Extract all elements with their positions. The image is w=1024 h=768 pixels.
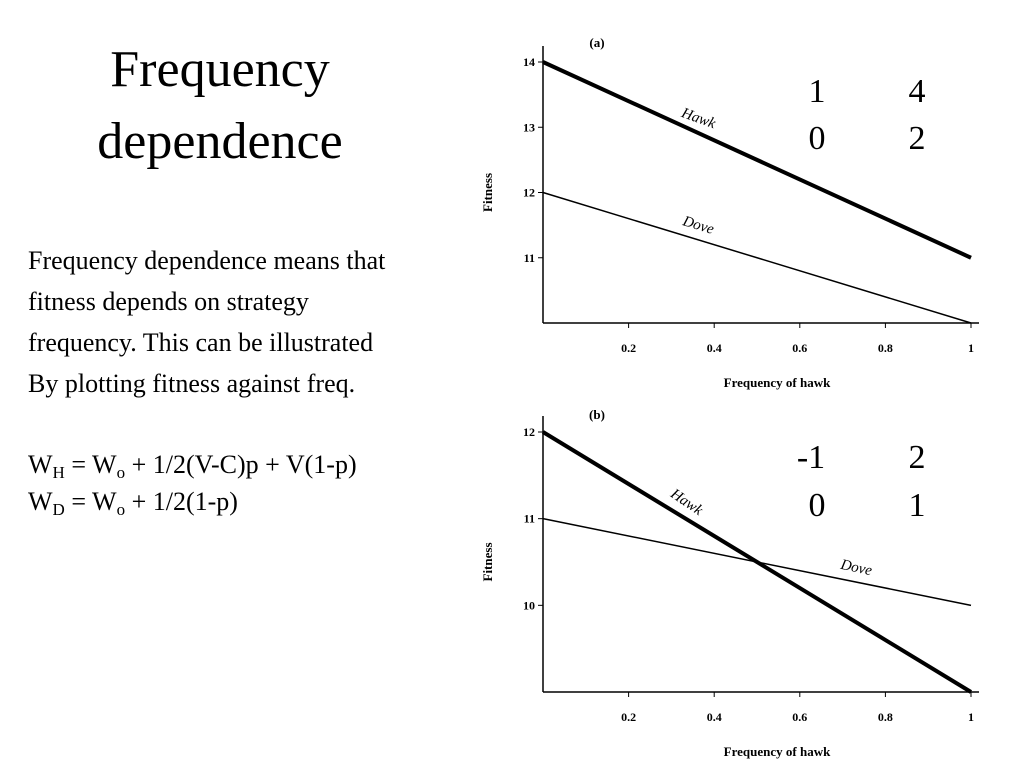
chart-a-series-label-dove: Dove <box>680 213 716 238</box>
chart-b-y-tick-label: 12 <box>523 425 535 439</box>
chart-a-x-tick-label: 0.4 <box>707 341 722 355</box>
matrix-a-r2c2: 2 <box>908 120 926 157</box>
chart-b-y-axis-title: Fitness <box>480 543 495 582</box>
chart-b-y-tick-label: 10 <box>523 598 535 612</box>
chart-a-series-hawk <box>542 60 972 260</box>
chart-a-series-dove <box>542 191 972 324</box>
paragraph-line-4: By plotting fitness against freq. <box>28 369 356 398</box>
chart-a-y-tick-label: 12 <box>523 186 535 200</box>
chart-b-x-tick-label: 0.2 <box>621 710 636 724</box>
chart-a-y-tick-label: 13 <box>523 120 535 134</box>
chart-b-x-tick-label: 0.6 <box>792 710 807 724</box>
chart-a-y-tick-label: 11 <box>524 251 535 265</box>
chart-a-y-tick-label: 14 <box>523 55 535 69</box>
chart-b-x-axis-title: Frequency of hawk <box>724 744 831 759</box>
chart-a-x-axis-title: Frequency of hawk <box>724 375 831 390</box>
equation-dove-fitness: WD = Wo + 1/2(1-p) <box>28 487 238 519</box>
chart-a-panel-label: (a) <box>589 35 604 50</box>
chart-b-series-dove <box>542 517 972 607</box>
chart-b-y-tick-label: 11 <box>524 512 535 526</box>
chart-a-x-tick-label: 0.8 <box>878 341 893 355</box>
matrix-a-r1c2: 4 <box>908 73 926 110</box>
matrix-b-r2c1: 0 <box>808 487 826 524</box>
matrix-a-r1c1: 1 <box>808 73 826 110</box>
chart-a-y-axis-title: Fitness <box>480 173 495 212</box>
chart-b-x-tick-label: 0.4 <box>707 710 722 724</box>
chart-b-series-label-dove: Dove <box>838 557 874 580</box>
chart-a-x-tick-label: 0.2 <box>621 341 636 355</box>
chart-b-x-tick-label: 1 <box>968 710 974 724</box>
title-line-2: dependence <box>97 113 343 170</box>
matrix-b-r1c1: -1 <box>796 439 826 476</box>
paragraph-line-2: fitness depends on strategy <box>28 287 309 316</box>
paragraph-line-3: frequency. This can be illustrated <box>28 328 374 357</box>
matrix-b-r2c2: 1 <box>908 487 926 524</box>
title-line-1: Frequency <box>110 41 330 98</box>
chart-b-panel-label: (b) <box>589 407 605 422</box>
equation-hawk-fitness: WH = Wo + 1/2(V-C)p + V(1-p) <box>28 450 357 482</box>
matrix-b-r1c2: 2 <box>908 439 926 476</box>
slide-title: Frequency dependence <box>40 34 400 178</box>
paragraph-line-1: Frequency dependence means that <box>28 246 386 275</box>
chart-a-x-tick-label: 0.6 <box>792 341 807 355</box>
chart-b-x-tick-label: 0.8 <box>878 710 893 724</box>
chart-a-x-tick-label: 1 <box>968 341 974 355</box>
explanation-paragraph: Frequency dependence means that fitness … <box>28 240 508 404</box>
chart-b-series-label-hawk: Hawk <box>667 486 706 520</box>
matrix-a-r2c1: 0 <box>808 120 826 157</box>
